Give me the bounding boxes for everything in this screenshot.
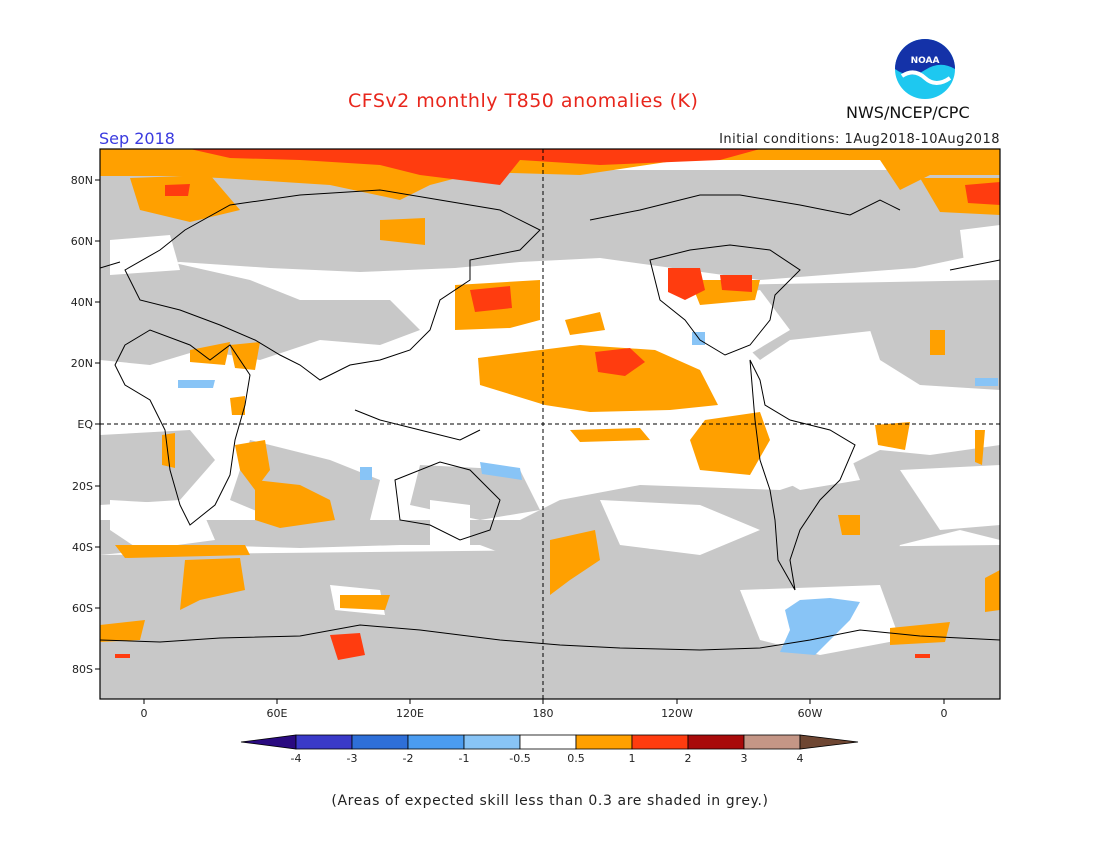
- lon-label: 120W: [661, 707, 693, 720]
- legend-box: [463, 734, 521, 750]
- negative-anomaly-areas: [178, 332, 998, 655]
- legend-label: -2: [403, 752, 414, 765]
- lon-label: 60W: [798, 707, 823, 720]
- legend-label: -4: [291, 752, 302, 765]
- legend-label: 4: [797, 752, 804, 765]
- legend-box: [295, 734, 353, 750]
- forecast-month: Sep 2018: [99, 129, 175, 148]
- lat-label: 60S: [72, 602, 93, 615]
- legend-box: [631, 734, 689, 750]
- longitude-axis: 0 60E 120E 180 120W 60W 0: [141, 699, 948, 720]
- lon-label: 180: [533, 707, 554, 720]
- noaa-logo: NOAA: [895, 39, 955, 99]
- legend-box: [407, 734, 465, 750]
- lon-label: 0: [141, 707, 148, 720]
- legend-label: -1: [459, 752, 470, 765]
- latitude-axis: 80N 60N 40N 20N EQ 20S 40S 60S 80S: [71, 174, 100, 676]
- lon-label: 60E: [267, 707, 288, 720]
- logo-text: NOAA: [911, 56, 940, 66]
- legend-box: [687, 734, 745, 750]
- legend-box: [519, 734, 577, 750]
- legend-box: [743, 734, 801, 750]
- legend-label: 1: [629, 752, 636, 765]
- color-legend: [240, 734, 859, 750]
- lat-label: 40N: [71, 296, 93, 309]
- map-title: CFSv2 monthly T850 anomalies (K): [348, 90, 699, 112]
- lon-label: 120E: [396, 707, 424, 720]
- skill-footnote: (Areas of expected skill less than 0.3 a…: [331, 793, 769, 809]
- agency-label: NWS/NCEP/CPC: [846, 103, 970, 122]
- coastlines: [100, 189, 1000, 651]
- lat-label: 40S: [72, 541, 93, 554]
- legend-label: 3: [741, 752, 748, 765]
- lat-label: 60N: [71, 235, 93, 248]
- legend-arrow-low: [240, 734, 297, 750]
- initial-conditions: Initial conditions: 1Aug2018-10Aug2018: [719, 132, 1000, 147]
- legend-label: 2: [685, 752, 692, 765]
- legend-box: [351, 734, 409, 750]
- lat-label: 80N: [71, 174, 93, 187]
- lon-label: 0: [941, 707, 948, 720]
- legend-labels: -4 -3 -2 -1 -0.5 0.5 1 2 3 4: [291, 752, 804, 765]
- strong-positive-anomaly-areas: [115, 149, 1000, 660]
- legend-arrow-high: [799, 734, 859, 750]
- low-skill-shading: [100, 170, 1000, 699]
- lat-label: 80S: [72, 663, 93, 676]
- lat-label: EQ: [77, 418, 93, 431]
- legend-label: -0.5: [509, 752, 530, 765]
- legend-label: 0.5: [567, 752, 585, 765]
- legend-label: -3: [347, 752, 358, 765]
- lat-label: 20S: [72, 480, 93, 493]
- lat-label: 20N: [71, 357, 93, 370]
- legend-box: [575, 734, 633, 750]
